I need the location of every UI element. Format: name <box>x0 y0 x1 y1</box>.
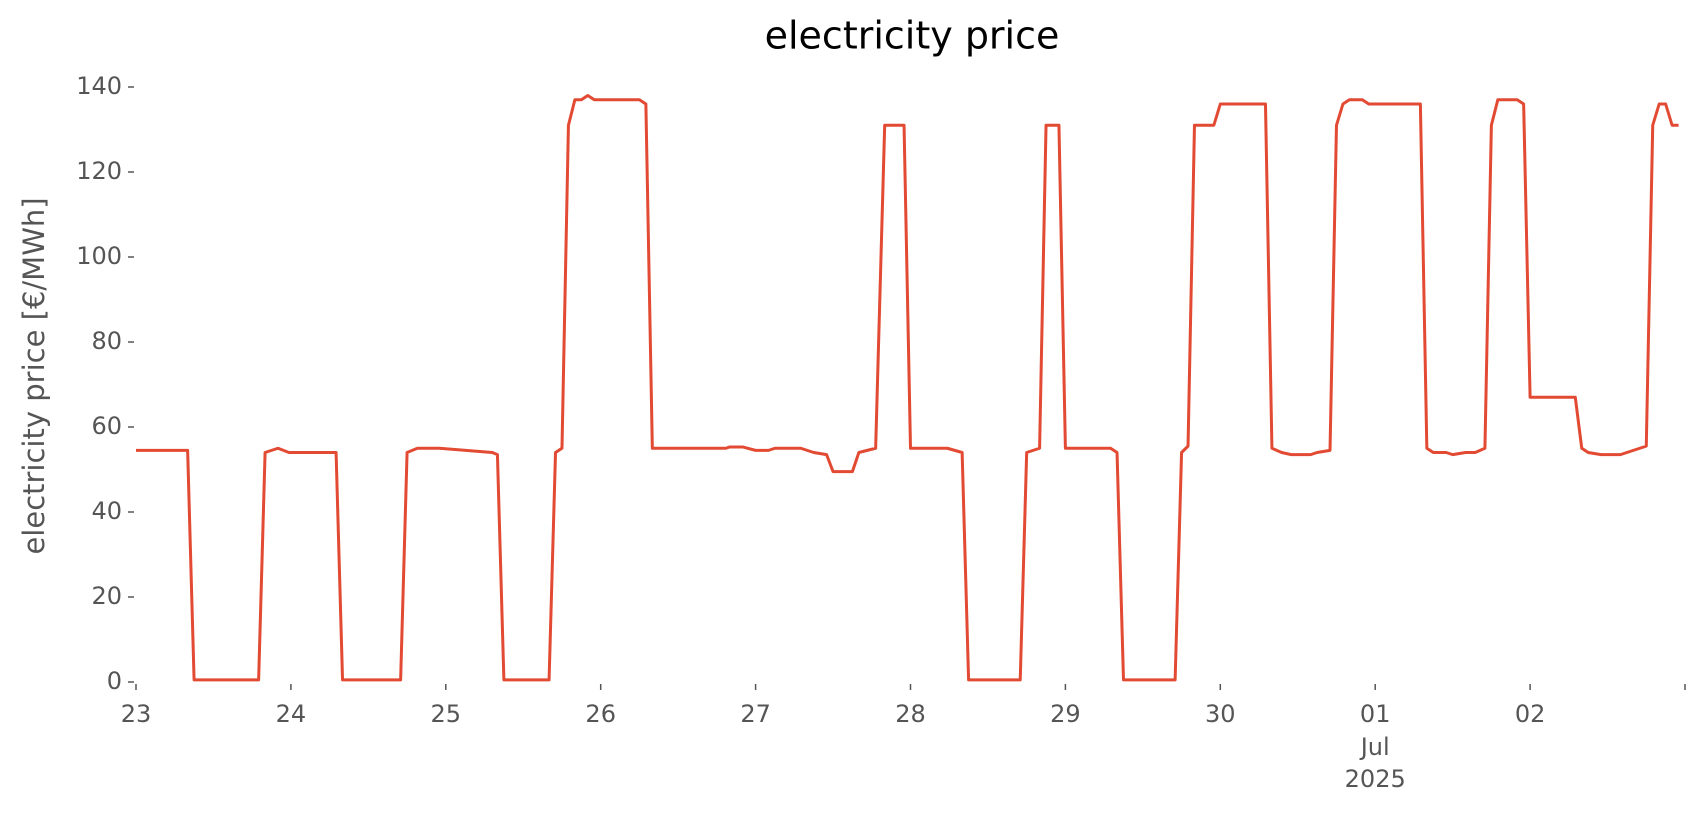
y-tick-label: 140 <box>76 72 122 100</box>
x-tick-label: 02 <box>1515 700 1546 728</box>
y-axis-label: electricity price [€/MWh] <box>17 197 51 554</box>
x-tick-label: 30 <box>1205 700 1236 728</box>
y-tick-label: 100 <box>76 242 122 270</box>
x-tick-label: 28 <box>895 700 926 728</box>
x-tick-year: 2025 <box>1345 765 1406 793</box>
y-tick-label: 60 <box>91 412 122 440</box>
y-tick-label: 120 <box>76 157 122 185</box>
x-tick-month: Jul <box>1359 733 1390 761</box>
x-tick-label: 29 <box>1050 700 1081 728</box>
x-tick-label: 26 <box>585 700 616 728</box>
y-tick-label: 80 <box>91 327 122 355</box>
x-tick-label: 23 <box>121 700 152 728</box>
x-tick-label: 25 <box>431 700 462 728</box>
x-tick-label: 01 <box>1360 700 1391 728</box>
x-tick-label: 27 <box>740 700 771 728</box>
chart-title: electricity price <box>765 14 1060 58</box>
y-tick-label: 0 <box>107 667 122 695</box>
y-tick-label: 40 <box>91 497 122 525</box>
y-tick-label: 20 <box>91 582 122 610</box>
price-line <box>136 94 1679 682</box>
x-tick-label: 24 <box>276 700 307 728</box>
